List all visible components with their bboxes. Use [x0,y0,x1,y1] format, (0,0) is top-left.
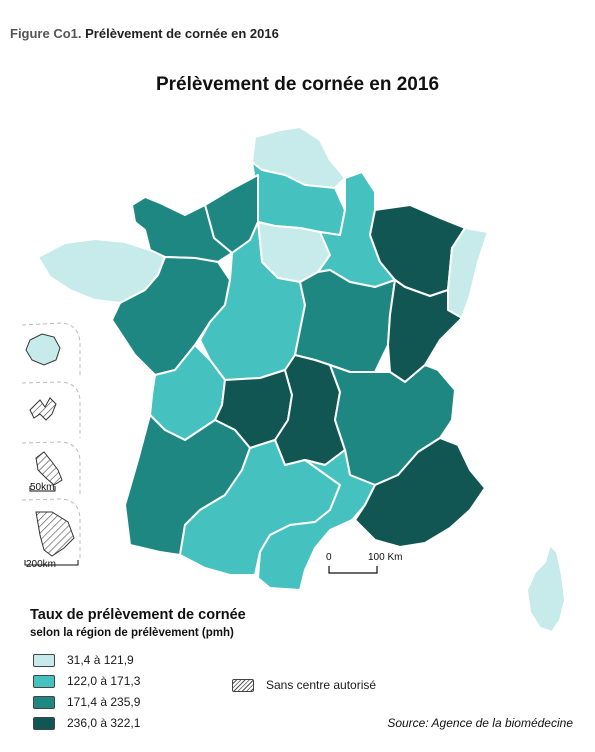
inset-scale-martinique: 50km [30,482,54,493]
inset-scalebar-guyane [24,560,79,566]
region-paca [354,437,486,548]
legend-item: 236,0 à 322,1 [33,715,140,731]
region-languedoc-roussillon [257,449,376,591]
inset-frame-reunion [21,322,81,378]
inset-frame-guyane [21,498,81,558]
inset-scale-guyane: 200km [26,559,56,570]
region-bourgogne [294,269,396,373]
source-note: Source: Agence de la biomédecine [387,716,573,730]
inset-scalebar-martinique [29,486,56,492]
region-basse-normandie [131,196,233,263]
figure-label: Figure Co1. [10,26,82,41]
inset-martinique [35,451,63,486]
legend-hatch-item: Sans centre autorisé [232,678,376,692]
region-rhone-alpes [329,364,456,486]
scalebar-end-label: 100 Km [368,552,402,563]
legend-title: Taux de prélèvement de cornée [30,607,246,623]
legend-swatch [33,695,55,709]
inset-reunion [25,333,61,366]
legend-swatch [33,653,55,667]
legend-swatch [33,674,55,688]
legend-label: 171,4 à 235,9 [67,695,141,709]
scalebar-start-label: 0 [326,552,332,563]
hatch-label: Sans centre autorisé [266,678,377,692]
legend-label: 122,0 à 171,3 [67,674,141,688]
hatch-swatch [232,678,254,692]
legend-item: 31,4 à 121,9 [33,652,134,668]
legend-swatch [33,716,55,730]
legend-label: 31,4 à 121,9 [67,653,134,667]
figure-caption-text: Prélèvement de cornée en 2016 [85,26,279,41]
region-franche-comte [387,279,463,383]
legend-label: 236,0 à 322,1 [67,716,141,730]
inset-guyane [35,511,75,557]
figure-caption: Figure Co1. Prélèvement de cornée en 201… [10,26,279,41]
inset-guadeloupe [29,397,57,421]
legend-item: 171,4 à 235,9 [33,694,140,710]
legend-item: 122,0 à 171,3 [33,673,140,689]
legend-subtitle: selon la région de prélèvement (pmh) [30,627,234,639]
scalebar [328,566,378,574]
map-title: Prélèvement de cornée en 2016 [155,74,440,95]
region-corse [526,544,566,633]
